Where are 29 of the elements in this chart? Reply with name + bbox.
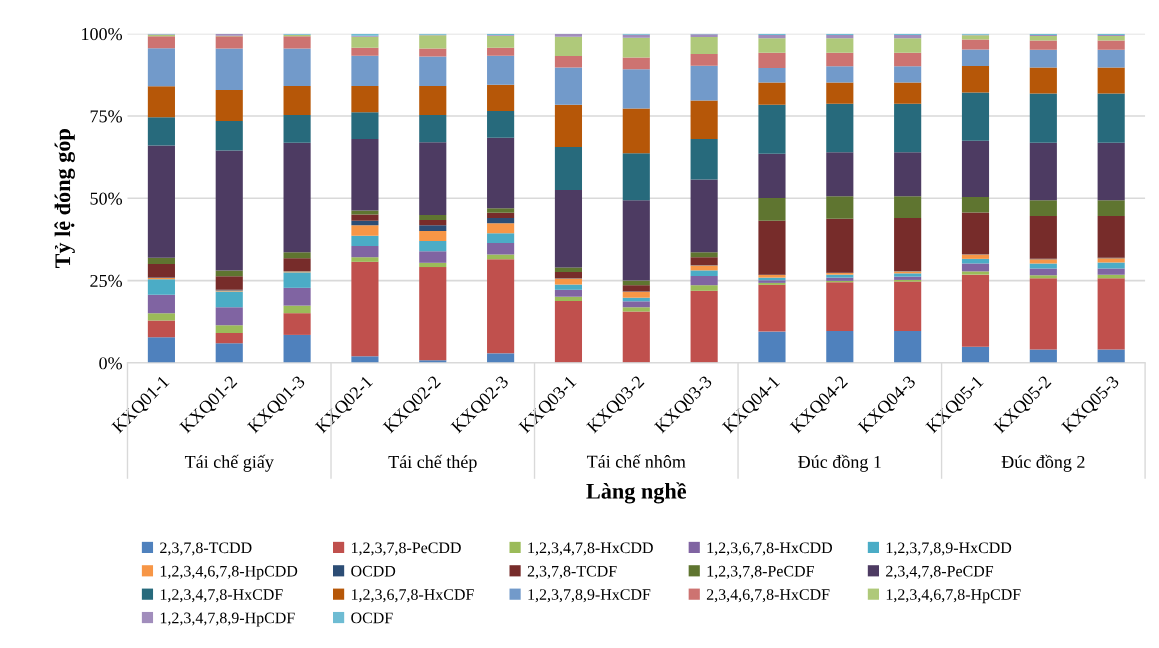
legend-label: OCDF xyxy=(351,612,393,624)
legend-label: 1,2,3,7,8-PeCDF xyxy=(707,565,814,579)
legend-label: 1,2,3,4,7,8-HxCDF xyxy=(160,589,283,603)
text: Tái chế thép xyxy=(388,454,477,472)
legend-label: OCDD xyxy=(351,565,396,577)
legend-label: 1,2,3,7,8-PeCDD xyxy=(351,542,461,556)
legend-label: 2,3,7,8-TCDF xyxy=(527,565,617,579)
y-tick-label: 75% xyxy=(90,110,123,123)
y-axis-title: Tỷ lệ đóng góp xyxy=(54,129,75,269)
legend-label: 1,2,3,4,6,7,8-HpCDD xyxy=(160,565,298,580)
y-tick-label: 50% xyxy=(90,192,123,205)
y-tick-label: 100% xyxy=(82,27,123,41)
legend-label: 1,2,3,4,7,8,9-HpCDF xyxy=(160,612,295,627)
legend-label: 1,2,3,7,8,9-HxCDD xyxy=(886,542,1012,556)
legend-label: 1,2,3,6,7,8-HxCDF xyxy=(351,589,474,603)
text: Đúc đồng 1 xyxy=(798,454,881,472)
x-axis-title: Làng nghề xyxy=(586,482,687,504)
legend-label: 2,3,4,6,7,8-HxCDF xyxy=(706,589,830,603)
y-tick-label: 25% xyxy=(90,274,123,288)
legend-label: 1,2,3,4,7,8-HxCDD xyxy=(528,542,653,556)
text: Đúc đồng 2 xyxy=(1001,454,1085,472)
legend-label: 1,2,3,4,6,7,8-HpCDF xyxy=(886,589,1021,604)
legend-label: 2,3,7,8-TCDD xyxy=(160,542,252,556)
legend-label: 2,3,4,7,8-PeCDF xyxy=(886,565,994,579)
text: Tái chế giấy xyxy=(184,454,274,472)
text: Tái chế nhôm xyxy=(586,454,686,468)
y-tick-label: 0% xyxy=(99,357,123,370)
legend-label: 1,2,3,6,7,8-HxCDD xyxy=(707,542,833,556)
legend-label: 1,2,3,7,8,9-HxCDF xyxy=(528,589,651,603)
